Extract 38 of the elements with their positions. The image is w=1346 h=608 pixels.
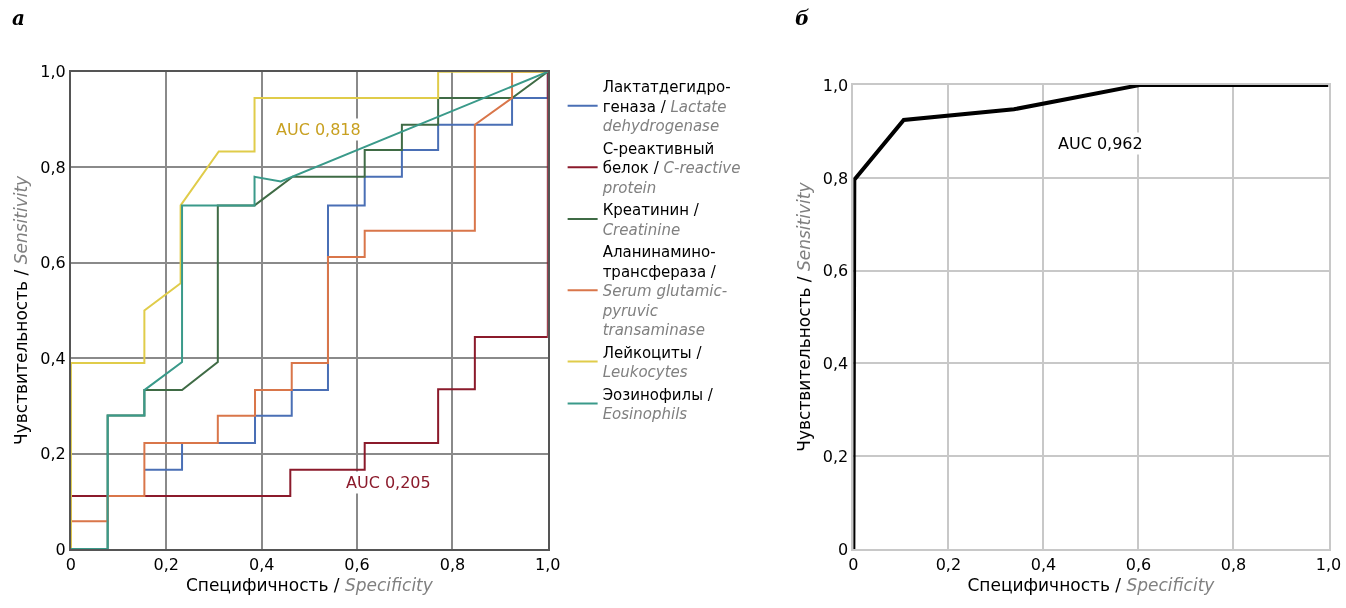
y-tick-label: 1,0 — [40, 62, 66, 82]
x-axis-title: Специфичность / Specificity — [185, 575, 434, 596]
y-tick-label: 0,2 — [822, 446, 849, 466]
x-tick-label: 0,8 — [1220, 555, 1247, 575]
y-tick-label: 0 — [55, 539, 66, 559]
y-tick-label: 0,8 — [40, 157, 66, 177]
x-tick-label: 0,6 — [1125, 555, 1152, 575]
y-axis-title: Чувствительность / Sensitivity — [11, 174, 32, 445]
y-tick-label: 0,4 — [40, 348, 66, 368]
x-tick-label: 0,2 — [935, 555, 962, 575]
x-tick-label: 0,6 — [344, 555, 370, 575]
line-series — [853, 85, 1329, 550]
x-tick-label: 0,4 — [1030, 555, 1057, 575]
y-tick-label: 0 — [837, 539, 849, 559]
x-tick-label: 1,0 — [1315, 555, 1342, 575]
legend-label: Эозинофилы / Eosinophils — [602, 385, 714, 424]
annotation: AUC 0,205 — [346, 473, 431, 492]
x-axis-title: Специфичность / Specificity — [967, 575, 1216, 596]
y-tick-label: 0,8 — [822, 168, 849, 188]
legend-label: С-реактивный белок / C-reactive protein — [601, 139, 741, 197]
x-tick-label: 1,0 — [535, 555, 561, 575]
legend-label: Лейкоциты / Leukocytes — [602, 343, 703, 382]
x-tick-label: 0,4 — [248, 555, 275, 575]
y-axis-title: Чувствительность / Sensitivity — [793, 181, 814, 452]
x-tick-label: 0,8 — [439, 555, 466, 575]
x-tick-label: 0,2 — [153, 555, 180, 575]
legend-label: Креатинин / Creatinine — [602, 201, 700, 239]
y-tick-label: 0,4 — [822, 354, 849, 374]
y-tick-label: 0,2 — [40, 444, 66, 464]
chart-title: б — [795, 6, 810, 30]
legend-label: Лактатдегидро- геназа / Lactate dehydrogenase — [602, 78, 731, 136]
annotation: AUC 0,962 — [1058, 134, 1143, 153]
y-tick-label: 0,6 — [822, 261, 849, 281]
chart-title: а — [12, 6, 25, 30]
y-tick-label: 0,6 — [40, 253, 66, 273]
annotation: AUC 0,818 — [276, 120, 361, 139]
legend-label: Аланинамино- трансфераза / Serum glutamic- pyruvic transaminase — [601, 243, 728, 340]
y-tick-label: 1,0 — [822, 75, 849, 95]
